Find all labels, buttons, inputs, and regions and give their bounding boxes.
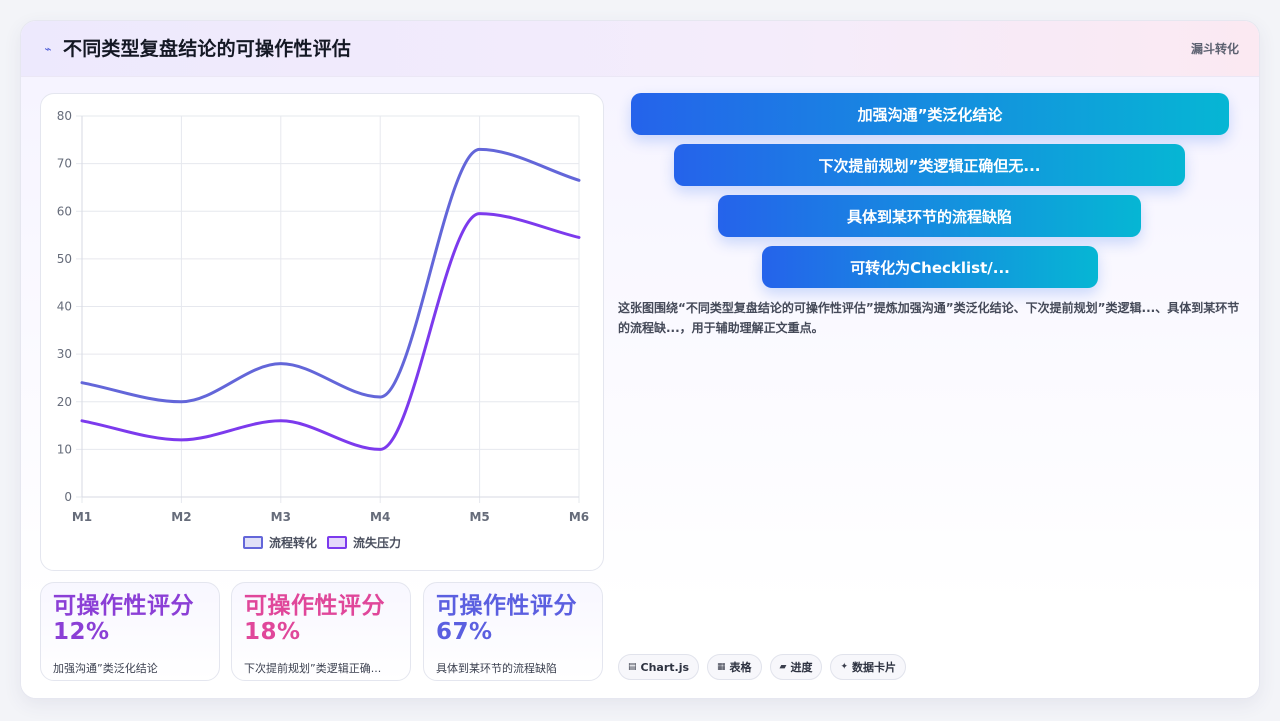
- y-tick-label: 70: [57, 157, 72, 171]
- page-title: 不同类型复盘结论的可操作性评估: [63, 38, 352, 60]
- chart-legend: 流程转化 流失压力: [41, 532, 603, 552]
- x-tick-label: M3: [271, 510, 291, 524]
- x-tick-label: M6: [569, 510, 589, 524]
- stat-label: 下次提前规划”类逻辑正确...: [244, 662, 382, 675]
- y-tick-label: 10: [57, 442, 72, 456]
- x-tick-label: M4: [370, 510, 390, 524]
- stat-value: 可操作性评分 12%: [53, 593, 194, 645]
- line-chart: 0 10 20 30 40 50 60 70 80 M1 M2 M3 M4 M5 M6: [57, 109, 589, 524]
- chip-label: 表格: [729, 661, 752, 674]
- legend-swatch: [242, 535, 263, 549]
- table-icon: ▦: [717, 662, 726, 672]
- funnel-stage: 下次提前规划”类逻辑正确但无...: [674, 144, 1185, 186]
- y-tick-label: 80: [57, 109, 72, 123]
- series-line-1: [80, 212, 581, 451]
- y-tick-label: 40: [57, 300, 72, 314]
- legend-item-1[interactable]: 流失压力: [327, 534, 401, 551]
- stat-card: 可操作性评分 12% 加强沟通”类泛化结论: [40, 582, 220, 681]
- x-tick-label: M1: [72, 510, 92, 524]
- chart-panel: 0 10 20 30 40 50 60 70 80 M1 M2 M3 M4 M5 M6 流程转化 流失压力: [40, 93, 604, 571]
- legend-label: 流程转化: [268, 535, 317, 550]
- funnel-stage: 可转化为Checklist/...: [762, 246, 1098, 288]
- legend-item-0[interactable]: 流程转化: [242, 534, 317, 551]
- funnel-stage: 加强沟通”类泛化结论: [631, 93, 1229, 135]
- chart-icon: ▤: [628, 662, 637, 672]
- sparkle-icon: ✦: [840, 662, 849, 672]
- tech-chips: ▤ Chart.js ▦ 表格 ▰ 进度 ✦ 数据卡片: [618, 654, 907, 680]
- legend-label: 流失压力: [353, 535, 402, 550]
- main-card: ⌁ 不同类型复盘结论的可操作性评估 漏斗转化 0 10 20 30 40 50 60 70 80…: [20, 20, 1260, 699]
- description: 这张图围绕“不同类型复盘结论的可操作性评估”提炼加强沟通”类泛化结论、下次提前规…: [618, 301, 1240, 335]
- y-tick-label: 60: [57, 204, 72, 218]
- chip-table[interactable]: ▦ 表格: [707, 654, 762, 680]
- series-line-0: [80, 147, 581, 404]
- header-tag: 漏斗转化: [1190, 42, 1239, 56]
- x-tick-label: M2: [171, 510, 191, 524]
- y-tick-label: 20: [57, 395, 72, 409]
- stat-label: 加强沟通”类泛化结论: [53, 662, 158, 675]
- chip-label: 进度: [790, 661, 813, 674]
- funnel-stage: 具体到某环节的流程缺陷: [718, 195, 1141, 237]
- stat-value: 可操作性评分 18%: [244, 593, 385, 645]
- y-tick-label: 50: [57, 252, 72, 266]
- stat-card: 可操作性评分 18% 下次提前规划”类逻辑正确...: [231, 582, 411, 681]
- trend-icon: ⌁: [44, 42, 52, 56]
- y-tick-label: 0: [64, 490, 72, 504]
- chip-chartjs[interactable]: ▤ Chart.js: [618, 654, 700, 680]
- chip-progress[interactable]: ▰ 进度: [769, 654, 823, 680]
- stat-value: 可操作性评分 67%: [436, 593, 577, 645]
- chip-label: 数据卡片: [852, 661, 897, 674]
- stat-label: 具体到某环节的流程缺陷: [436, 662, 557, 675]
- legend-swatch: [327, 535, 347, 549]
- chip-data-card[interactable]: ✦ 数据卡片: [830, 654, 907, 680]
- stat-card: 可操作性评分 67% 具体到某环节的流程缺陷: [423, 582, 603, 681]
- header: ⌁ 不同类型复盘结论的可操作性评估 漏斗转化: [21, 21, 1259, 77]
- progress-icon: ▰: [779, 662, 787, 672]
- x-tick-label: M5: [469, 510, 489, 524]
- chip-label: Chart.js: [640, 660, 690, 674]
- y-tick-label: 30: [57, 347, 72, 361]
